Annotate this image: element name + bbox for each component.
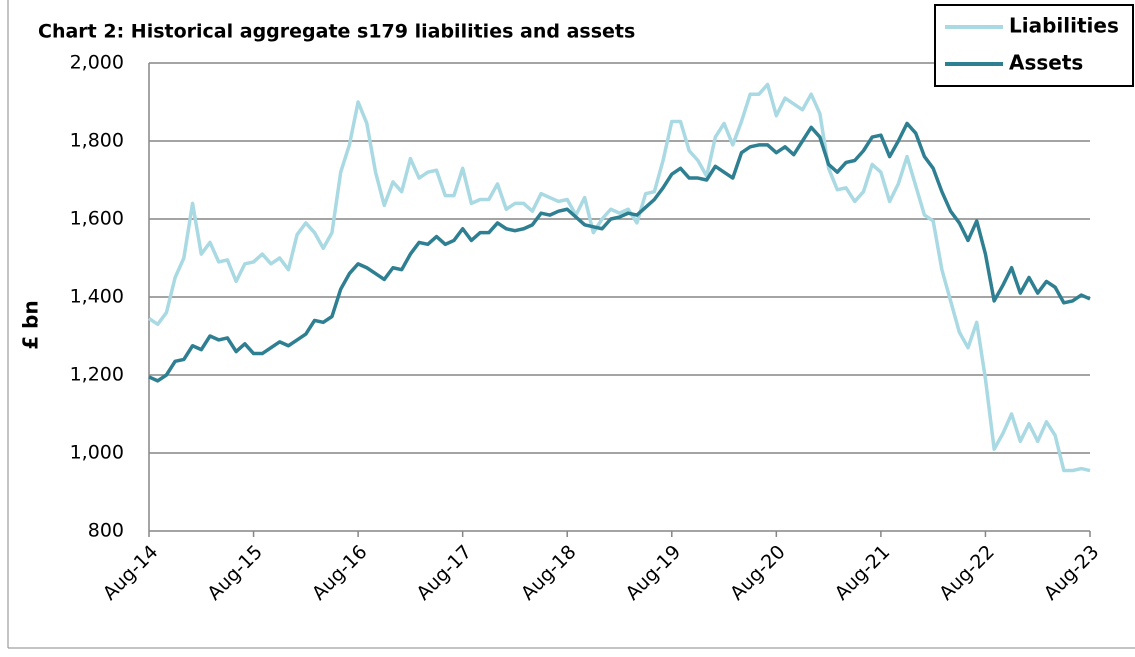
series-line [148, 121, 1091, 383]
series-line [148, 82, 1091, 473]
y-tick-label: 1,200 [70, 364, 124, 386]
y-tick-label: 2,000 [70, 52, 124, 74]
y-tick-label: 1,600 [70, 208, 124, 230]
y-tick-label: 800 [88, 520, 124, 542]
y-axis-label: £ bn [19, 300, 43, 349]
y-tick-label: 1,400 [70, 286, 124, 308]
legend-box [934, 4, 1134, 87]
chart-title: Chart 2: Historical aggregate s179 liabi… [38, 21, 635, 43]
y-tick-label: 1,800 [70, 130, 124, 152]
legend-label: Assets [1009, 51, 1083, 75]
y-tick-label: 1,000 [70, 442, 124, 464]
legend-label: Liabilities [1009, 14, 1119, 38]
